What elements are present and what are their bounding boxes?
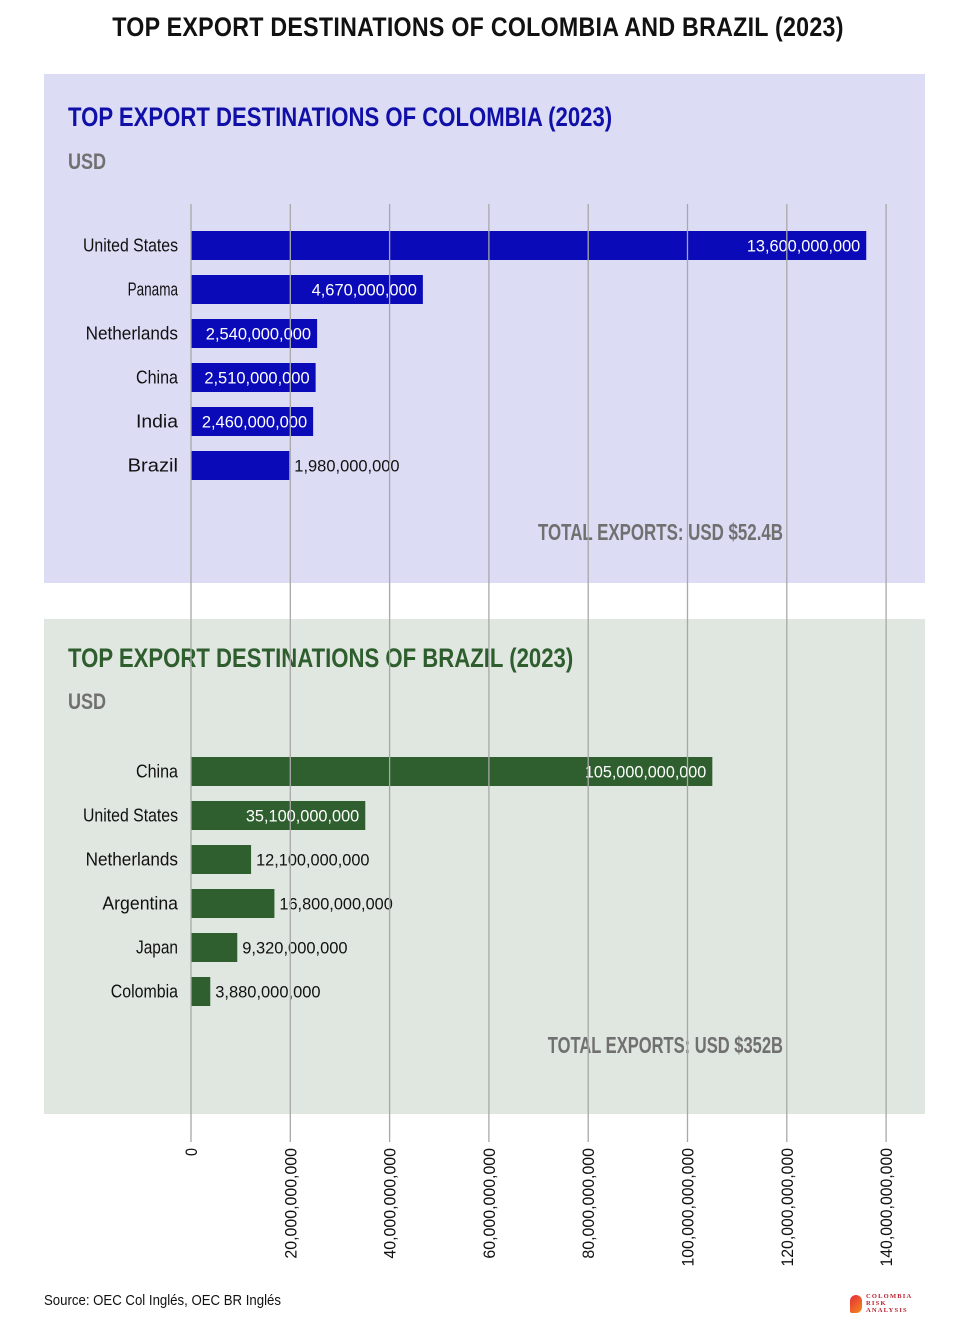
colombia-value-label: 13,600,000,000: [747, 237, 860, 256]
x-tick-label: 0: [182, 1148, 201, 1156]
colombia-category-label: United States: [83, 236, 178, 256]
colombia-bar: [191, 319, 318, 348]
colombia-value-label: 2,540,000,000: [206, 325, 311, 344]
logo-mark-icon: [850, 1295, 862, 1313]
colombia-value-label: 1,980,000,000: [294, 457, 399, 476]
colombia-bar: [191, 231, 867, 260]
colombia-chart-title: TOP EXPORT DESTINATIONS OF COLOMBIA (202…: [68, 102, 613, 132]
brazil-category-label: Colombia: [111, 982, 179, 1002]
main-title: TOP EXPORT DESTINATIONS OF COLOMBIA AND …: [112, 12, 844, 42]
colombia-category-label: Netherlands: [86, 324, 178, 344]
colombia-category-label: Panama: [128, 280, 179, 300]
brazil-category-label: Netherlands: [86, 850, 178, 870]
brazil-bar: [191, 757, 713, 786]
colombia-risk-analysis-logo: COLOMBIA RISK ANALYSIS: [850, 1293, 930, 1315]
logo-line: COLOMBIA: [866, 1293, 913, 1300]
brazil-value-label: 35,100,000,000: [246, 807, 359, 826]
brazil-bar: [191, 977, 211, 1006]
brazil-bar: [191, 889, 275, 918]
brazil-bar: [191, 801, 366, 830]
brazil-bar: [191, 845, 252, 874]
x-tick-label: 20,000,000,000: [281, 1148, 300, 1259]
logo-line: RISK: [866, 1300, 887, 1307]
colombia-bar: [191, 363, 316, 392]
brazil-category-label: Japan: [136, 938, 178, 958]
brazil-category-label: Argentina: [102, 894, 179, 914]
brazil-bar: [191, 933, 238, 962]
colombia-value-label: 2,460,000,000: [202, 413, 307, 432]
brazil-total-annotation: TOTAL EXPORTS: USD $352B: [548, 1032, 783, 1058]
x-tick-label: 140,000,000,000: [877, 1148, 896, 1267]
x-tick-label: 40,000,000,000: [381, 1148, 400, 1259]
brazil-value-label: 3,880,000,000: [215, 983, 320, 1002]
x-tick-label: 120,000,000,000: [778, 1148, 797, 1267]
brazil-category-label: China: [136, 762, 179, 782]
x-tick-label: 100,000,000,000: [679, 1148, 698, 1267]
colombia-bar: [191, 451, 290, 480]
source-note: Source: OEC Col Inglés, OEC BR Inglés: [44, 1292, 281, 1309]
colombia-bar: [191, 407, 314, 436]
colombia-value-label: 2,510,000,000: [204, 369, 309, 388]
colombia-category-label: India: [136, 412, 179, 432]
brazil-value-label: 12,100,000,000: [256, 851, 369, 870]
brazil-category-label: United States: [83, 806, 178, 826]
colombia-category-label: China: [136, 368, 179, 388]
colombia-bar: [191, 275, 423, 304]
logo-text: COLOMBIA RISK ANALYSIS: [866, 1293, 912, 1314]
logo-line: ANALYSIS: [866, 1307, 908, 1314]
colombia-category-label: Brazil: [128, 456, 178, 476]
brazil-unit-label: USD: [68, 689, 107, 714]
brazil-value-label: 9,320,000,000: [242, 939, 347, 958]
brazil-value-label: 105,000,000,000: [585, 763, 707, 782]
colombia-total-annotation: TOTAL EXPORTS: USD $52.4B: [538, 519, 783, 545]
colombia-unit-label: USD: [68, 149, 107, 174]
colombia-value-label: 4,670,000,000: [312, 281, 417, 300]
brazil-value-label: 16,800,000,000: [279, 895, 392, 914]
x-tick-label: 80,000,000,000: [579, 1148, 598, 1259]
x-tick-label: 60,000,000,000: [480, 1148, 499, 1259]
